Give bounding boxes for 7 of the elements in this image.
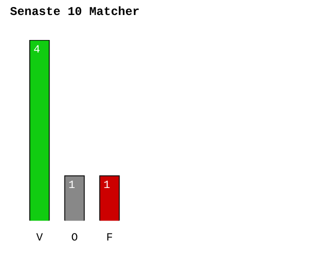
data-label: 4 xyxy=(34,44,40,56)
x-tick-label: O xyxy=(71,232,78,244)
chart-title: Senaste 10 Matcher xyxy=(10,5,140,19)
data-label: 1 xyxy=(104,180,110,192)
data-label: 1 xyxy=(68,180,76,192)
x-tick-label: F xyxy=(106,232,113,244)
x-tick-label: V xyxy=(36,232,44,244)
